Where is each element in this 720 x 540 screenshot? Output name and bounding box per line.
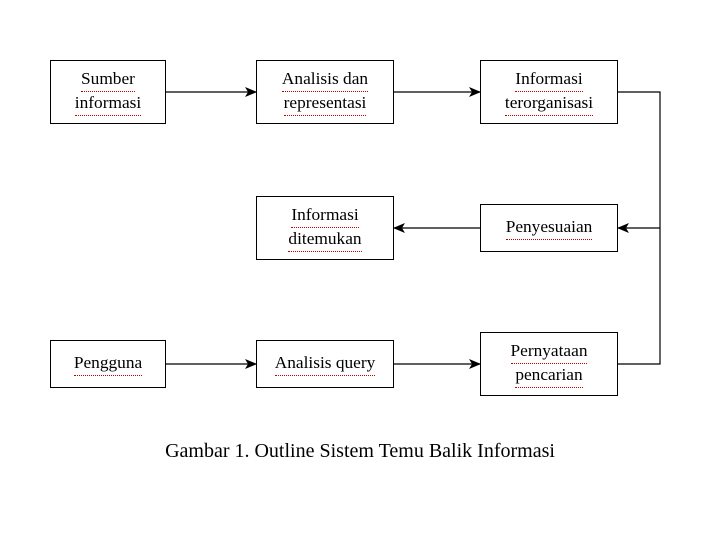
node-n7: Analisis query <box>256 340 394 388</box>
node-text: representasi <box>284 92 367 116</box>
node-n5: Penyesuaian <box>480 204 618 252</box>
node-text: terorganisasi <box>505 92 593 116</box>
node-text: Analisis dan <box>282 68 368 92</box>
node-n1: Sumberinformasi <box>50 60 166 124</box>
node-n4: Informasiditemukan <box>256 196 394 260</box>
node-text: Sumber <box>81 68 135 92</box>
node-text: pencarian <box>515 364 582 388</box>
node-n3: Informasiterorganisasi <box>480 60 618 124</box>
node-text: Analisis query <box>275 352 376 376</box>
node-text: Informasi <box>515 68 582 92</box>
diagram-canvas: Sumberinformasi Analisis danrepresentasi I… <box>0 0 720 540</box>
node-text: Pengguna <box>74 352 142 376</box>
node-text: Pernyataan <box>511 340 588 364</box>
node-text: Penyesuaian <box>506 216 593 240</box>
node-n2: Analisis danrepresentasi <box>256 60 394 124</box>
edge-7 <box>618 228 660 364</box>
node-text: ditemukan <box>288 228 361 252</box>
node-n8: Pernyataanpencarian <box>480 332 618 396</box>
node-n6: Pengguna <box>50 340 166 388</box>
node-text: Informasi <box>291 204 358 228</box>
node-text: informasi <box>75 92 141 116</box>
edge-2 <box>618 92 660 228</box>
figure-caption: Gambar 1. Outline Sistem Temu Balik Info… <box>0 440 720 463</box>
